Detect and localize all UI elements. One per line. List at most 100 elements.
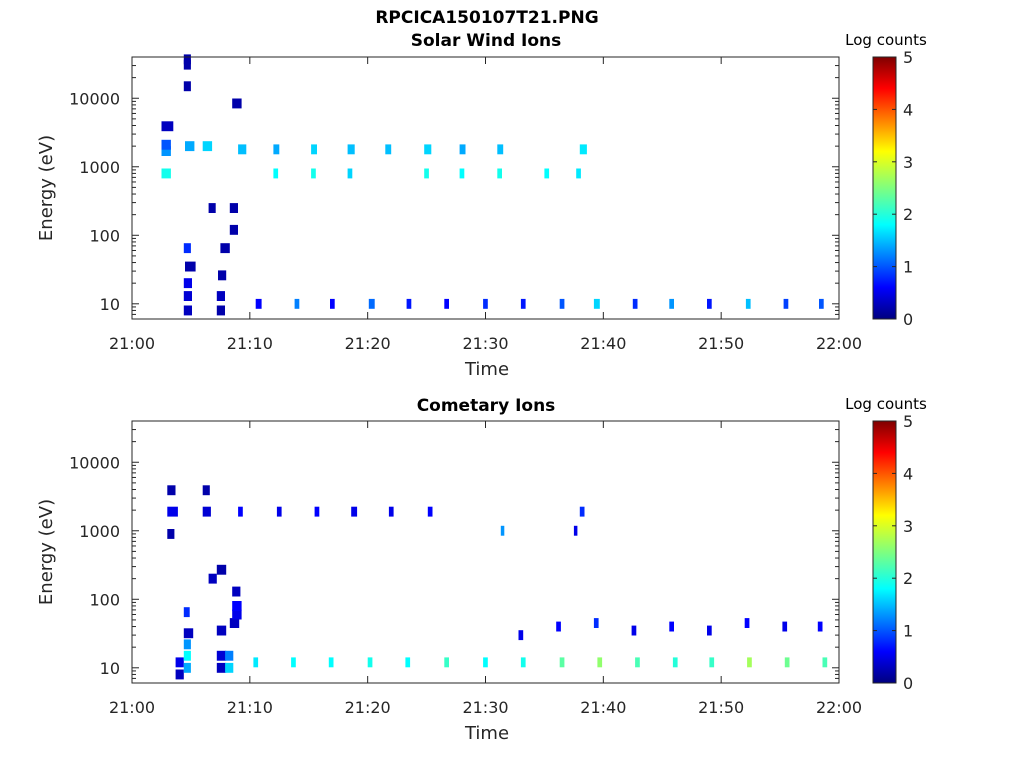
data-cell [669, 298, 674, 309]
data-cell [238, 144, 247, 155]
data-cell [459, 168, 465, 179]
data-cell [208, 573, 217, 584]
data-cell [330, 298, 335, 309]
data-cell [183, 81, 191, 92]
cometary-y-ticks: 10 100 1000 10000 [69, 420, 839, 684]
cometary-colorbar-ticks: 0 1 2 3 4 5 [873, 412, 913, 693]
data-cell [161, 139, 171, 150]
data-cell [672, 657, 678, 668]
figure-title: RPCICA150107T21.PNG [375, 8, 599, 28]
data-cell [483, 298, 488, 309]
x-tick-label: 21:10 [227, 334, 273, 353]
x-tick-label: 21:50 [698, 334, 744, 353]
data-cell [161, 168, 171, 179]
y-tick-label: 100 [89, 590, 120, 609]
cometary-colorbar [872, 420, 897, 684]
data-cell [520, 298, 526, 309]
y-tick-label: 10 [100, 659, 120, 678]
data-cell [183, 54, 191, 65]
solar-wind-panel-title: Solar Wind Ions [410, 31, 562, 51]
data-cell [185, 261, 196, 272]
data-cell [273, 144, 280, 155]
data-cell [593, 298, 600, 309]
data-cell [347, 144, 355, 155]
data-cell [175, 657, 184, 668]
data-cell [183, 662, 191, 673]
data-cell [183, 59, 191, 70]
solar-wind-axes-box [131, 56, 840, 320]
colorbar-tick-label: 5 [903, 48, 913, 67]
solar-wind-x-label: Time [464, 359, 509, 380]
data-cell [202, 485, 210, 496]
data-cell [311, 144, 317, 155]
cometary-panel-title: Cometary Ions [416, 396, 556, 416]
data-cell [232, 586, 241, 597]
data-cell [202, 141, 213, 152]
data-cell [294, 298, 300, 309]
data-cell [183, 650, 191, 661]
data-cell [220, 243, 230, 254]
y-tick-label: 1000 [79, 522, 120, 541]
data-cell [709, 657, 715, 668]
x-tick-label: 21:50 [698, 698, 744, 717]
x-tick-label: 21:10 [227, 698, 273, 717]
data-cell [216, 625, 227, 636]
data-cell [819, 298, 824, 309]
data-cell [444, 298, 449, 309]
data-cell [707, 298, 712, 309]
colorbar-tick-label: 1 [903, 622, 913, 641]
data-cell [183, 607, 190, 618]
data-cell [183, 639, 191, 650]
data-cell [784, 657, 790, 668]
data-cell [167, 529, 175, 539]
data-cell [559, 298, 565, 309]
data-cell [232, 601, 242, 611]
x-tick-label: 21:40 [580, 698, 626, 717]
data-cell [367, 657, 373, 668]
data-cell [216, 291, 225, 301]
y-tick-label: 1000 [79, 158, 120, 177]
cometary-ions-panel: 21:00 21:10 21:20 21:30 21:40 21:50 22:00 1010… [36, 412, 913, 744]
data-cell [347, 168, 353, 179]
data-cell [500, 525, 505, 536]
data-cell [747, 657, 752, 668]
colorbar-tick-label: 0 [903, 674, 913, 693]
data-cell [238, 506, 243, 517]
data-cell [427, 506, 433, 517]
data-cell [161, 146, 171, 156]
data-cell [276, 506, 282, 517]
data-cell [229, 203, 238, 213]
data-cell [351, 506, 358, 517]
colorbar-tick-label: 4 [903, 100, 913, 119]
data-cell [218, 270, 227, 281]
data-cell [635, 657, 640, 668]
data-cell [175, 669, 184, 680]
cometary-axes-box [131, 420, 840, 684]
data-cell [291, 657, 296, 668]
y-tick-label: 10000 [69, 89, 120, 108]
data-cell [576, 168, 581, 179]
solar-wind-ions-panel: 21:00 21:10 21:20 21:30 21:40 21:50 22:00 1010… [36, 48, 913, 380]
data-cell [459, 144, 466, 155]
data-cell [202, 506, 211, 517]
solar-wind-colorbar [872, 56, 897, 320]
colorbar-tick-label: 5 [903, 412, 913, 431]
data-cell [669, 621, 674, 632]
data-cell [424, 144, 432, 155]
data-cell [161, 121, 174, 132]
data-cell [783, 298, 789, 309]
colorbar-tick-label: 2 [903, 205, 913, 224]
data-cell [782, 621, 788, 632]
data-cell [183, 278, 192, 289]
data-cell [497, 168, 502, 179]
data-cell [518, 630, 524, 641]
data-cell [225, 662, 234, 673]
data-cell [579, 144, 587, 155]
data-cell [597, 657, 603, 668]
data-cell [817, 621, 823, 632]
data-cell [544, 168, 550, 179]
data-cell [405, 657, 411, 668]
data-cell [744, 618, 750, 628]
data-cell [216, 564, 227, 575]
